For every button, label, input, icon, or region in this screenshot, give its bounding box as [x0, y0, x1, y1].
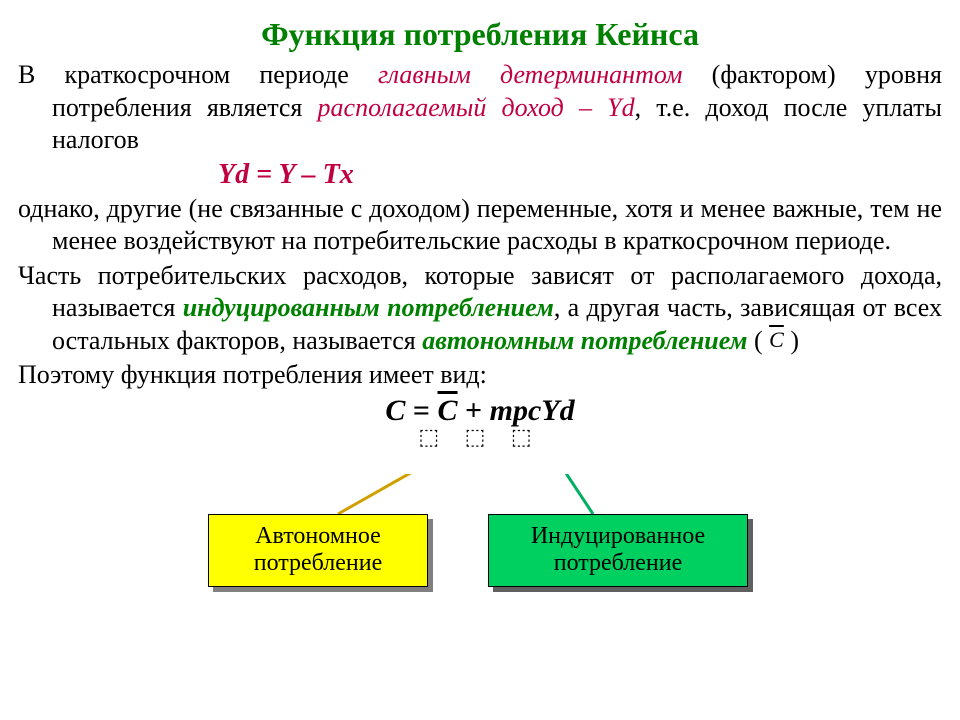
- annotation-boxes: Автономное потребление Индуцированное по…: [18, 474, 942, 634]
- paragraph-3: Часть потребительских расходов, которые …: [18, 260, 942, 358]
- box-autonomous: Автономное потребление: [208, 514, 428, 587]
- f2-eq: =: [405, 394, 437, 427]
- p3-post2: ): [784, 326, 799, 355]
- paragraph-1: В краткосрочном периоде главным детермин…: [18, 59, 942, 157]
- c-bar-inline: C: [769, 327, 784, 352]
- arrow-induced: [548, 474, 593, 514]
- p1-pre: В краткосрочном периоде: [18, 60, 378, 89]
- f2-Cbar: C: [438, 394, 458, 427]
- f2-mpc: mpc: [490, 394, 542, 427]
- p3-autonomous: автономным потреблением: [422, 326, 747, 355]
- formula-consumption: C = C + mpcYd ⬚ ⬚ ⬚: [18, 394, 942, 444]
- f2-Yd: Yd: [541, 394, 574, 427]
- formula-yd: Yd = Y – Tx: [218, 159, 942, 191]
- p1-determinant: главным детерминантом: [378, 60, 683, 89]
- p3-induced: индуцированным потреблением: [183, 293, 554, 322]
- box-induced: Индуцированное потребление: [488, 514, 748, 587]
- f2-C: C: [385, 394, 405, 427]
- p3-post1: (: [747, 326, 769, 355]
- f2-plus: +: [458, 394, 490, 427]
- paragraph-4: Поэтому функция потребления имеет вид:: [18, 359, 942, 392]
- arrow-autonomous: [338, 474, 458, 514]
- slide-title: Функция потребления Кейнса: [18, 16, 942, 53]
- p1-disposable-income: располагаемый доход – Yd: [318, 93, 635, 122]
- paragraph-2: однако, другие (не связанные с доходом) …: [18, 193, 942, 258]
